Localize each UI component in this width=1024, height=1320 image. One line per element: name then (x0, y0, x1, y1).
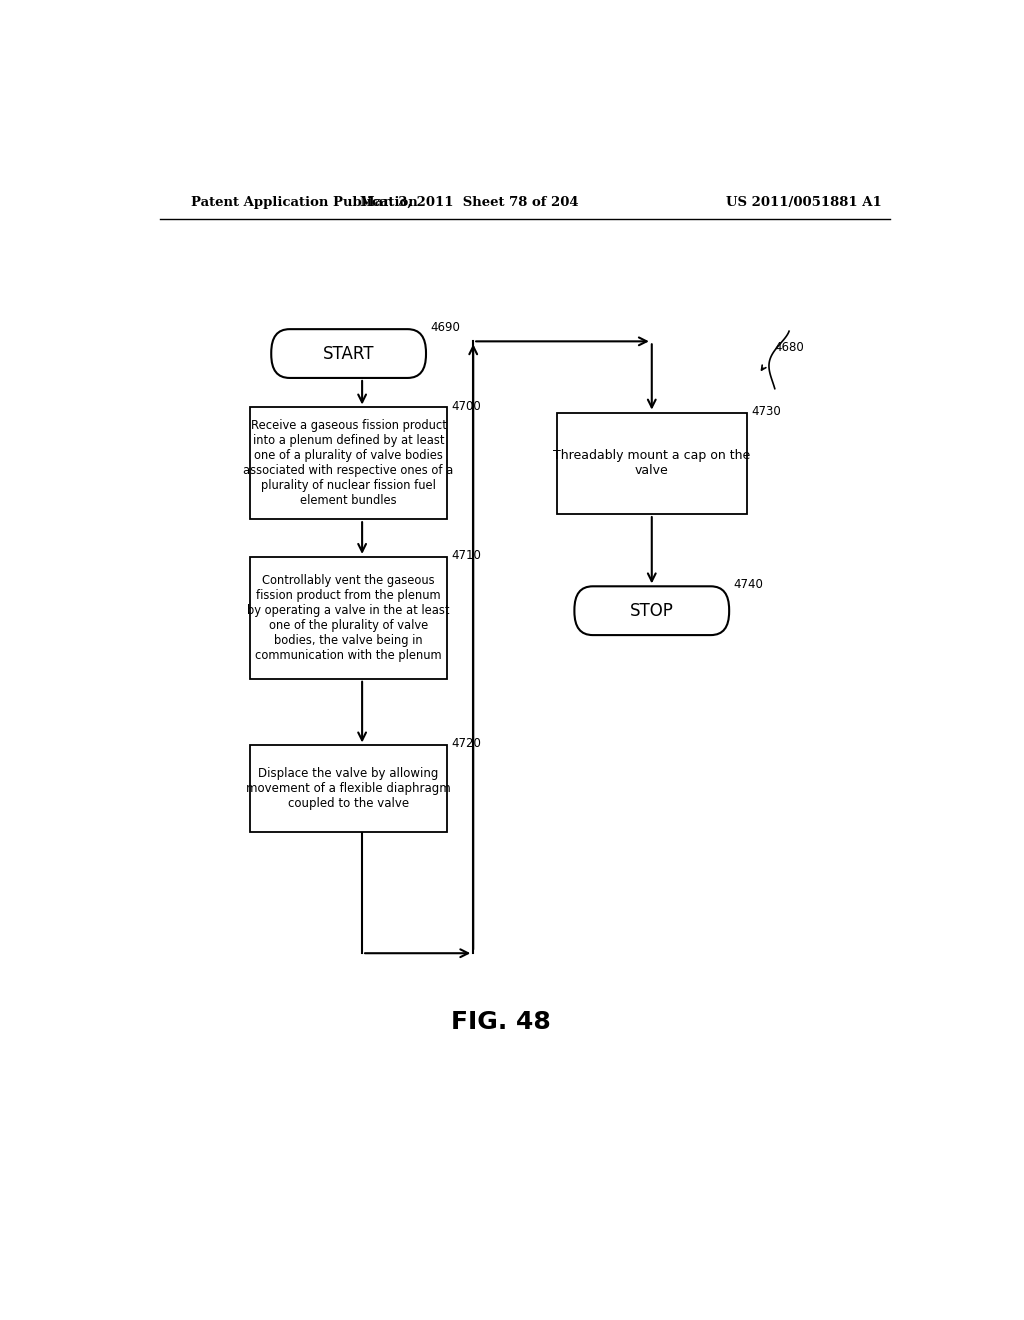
Text: 4720: 4720 (451, 738, 481, 751)
Text: Receive a gaseous fission product
into a plenum defined by at least
one of a plu: Receive a gaseous fission product into a… (244, 420, 454, 507)
Text: STOP: STOP (630, 602, 674, 619)
FancyBboxPatch shape (271, 329, 426, 378)
Text: 4730: 4730 (751, 405, 780, 417)
Text: Controllably vent the gaseous
fission product from the plenum
by operating a val: Controllably vent the gaseous fission pr… (248, 574, 450, 661)
FancyBboxPatch shape (250, 746, 447, 832)
FancyBboxPatch shape (250, 408, 447, 519)
Text: Patent Application Publication: Patent Application Publication (191, 195, 418, 209)
Text: 4700: 4700 (451, 400, 480, 412)
Text: FIG. 48: FIG. 48 (452, 1010, 551, 1035)
Text: 4740: 4740 (733, 578, 763, 591)
Text: Threadably mount a cap on the
valve: Threadably mount a cap on the valve (553, 449, 751, 478)
FancyBboxPatch shape (250, 557, 447, 678)
Text: Mar. 3, 2011  Sheet 78 of 204: Mar. 3, 2011 Sheet 78 of 204 (359, 195, 579, 209)
Text: START: START (323, 345, 375, 363)
Text: 4690: 4690 (430, 321, 460, 334)
FancyBboxPatch shape (574, 586, 729, 635)
Text: 4680: 4680 (775, 341, 805, 354)
Text: US 2011/0051881 A1: US 2011/0051881 A1 (726, 195, 882, 209)
Text: 4710: 4710 (451, 549, 481, 562)
Text: Displace the valve by allowing
movement of a flexible diaphragm
coupled to the v: Displace the valve by allowing movement … (246, 767, 451, 810)
FancyBboxPatch shape (557, 413, 748, 515)
